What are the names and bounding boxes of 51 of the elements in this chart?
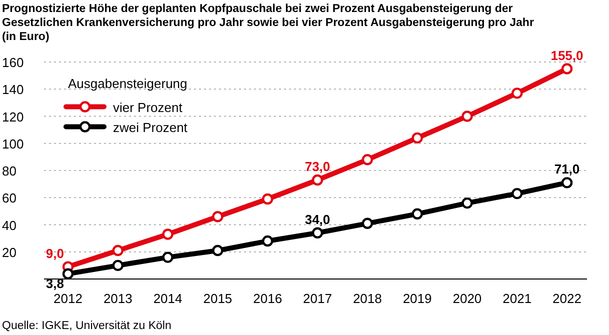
legend-label: vier Prozent bbox=[113, 100, 183, 115]
x-tick-label: 2022 bbox=[552, 291, 582, 306]
y-tick-label: 20 bbox=[2, 244, 16, 260]
point bbox=[312, 174, 324, 186]
point bbox=[362, 154, 373, 166]
point bbox=[462, 197, 473, 209]
y-tick-label: 120 bbox=[2, 109, 24, 124]
data-label: 155,0 bbox=[550, 48, 584, 63]
point bbox=[462, 110, 473, 122]
x-tick-label: 2021 bbox=[502, 291, 532, 306]
point bbox=[362, 218, 373, 229]
data-label: 71,0 bbox=[554, 162, 580, 177]
point bbox=[212, 244, 224, 256]
legend-title: Ausgabensteigerung bbox=[68, 76, 188, 91]
point bbox=[112, 244, 124, 256]
chart-title: Prognostizierte Höhe der geplanten Kopfpauschale bei zwei Prozent Ausgabensteigerung der Gesetzlichen Krankenversicherung pro Jahr sowie bei vier Prozent Ausgabensteigerung pro Jahr (in Euro) bbox=[2, 3, 534, 43]
y-tick-label: 100 bbox=[2, 136, 24, 152]
point bbox=[512, 88, 523, 99]
point bbox=[212, 211, 224, 222]
point bbox=[512, 188, 523, 200]
y-tick-label: 40 bbox=[2, 218, 16, 233]
x-tick-label: 2018 bbox=[352, 291, 382, 306]
x-tick-label: 2014 bbox=[153, 291, 182, 306]
point bbox=[112, 260, 124, 272]
point bbox=[162, 228, 174, 240]
point bbox=[312, 227, 324, 238]
x-tick-label: 2012 bbox=[54, 291, 82, 306]
x-tick-label: 2020 bbox=[452, 291, 482, 306]
x-tick-label: 2013 bbox=[103, 291, 132, 306]
point bbox=[162, 252, 174, 263]
point bbox=[561, 63, 573, 74]
legend-label: zwei Prozent bbox=[113, 120, 188, 135]
point bbox=[412, 132, 423, 144]
x-tick-label: 2016 bbox=[253, 291, 282, 306]
x-tick-label: 2017 bbox=[303, 291, 332, 306]
data-label: 3,8 bbox=[46, 276, 64, 291]
point bbox=[262, 193, 274, 205]
x-tick-label: 2015 bbox=[203, 291, 232, 306]
point bbox=[561, 177, 573, 188]
y-tick-label: 80 bbox=[2, 164, 16, 178]
data-label: 9,0 bbox=[46, 246, 64, 261]
point bbox=[412, 208, 423, 220]
source-note: Quelle: IGKE, Universität zu Köln bbox=[2, 320, 172, 332]
y-tick-label: 140 bbox=[2, 82, 24, 98]
point bbox=[62, 268, 74, 280]
x-tick-label: 2019 bbox=[402, 291, 432, 306]
y-tick-label: 60 bbox=[2, 190, 16, 206]
point bbox=[262, 235, 274, 247]
data-label: 34,0 bbox=[304, 212, 330, 227]
data-label: 73,0 bbox=[304, 158, 330, 174]
y-tick-label: 160 bbox=[2, 55, 24, 70]
